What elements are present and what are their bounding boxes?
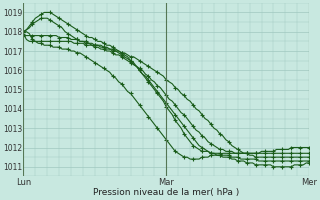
X-axis label: Pression niveau de la mer( hPa ): Pression niveau de la mer( hPa ) [93,188,239,197]
